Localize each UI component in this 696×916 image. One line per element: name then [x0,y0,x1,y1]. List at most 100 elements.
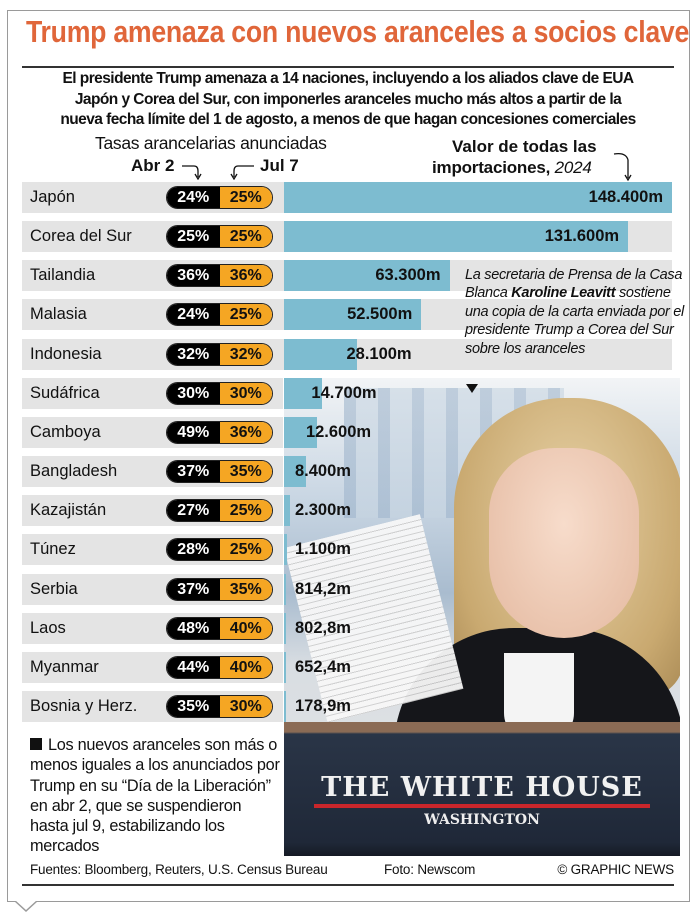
caption-text: La secretaria de Prensa de la Casa Blanc… [465,267,683,302]
tariff-rate-pill: 24% 25% [166,303,273,327]
import-value-bar [284,338,358,370]
country-label: Tailandia [30,266,96,285]
import-value-label: 12.600m [305,422,372,441]
note-text: Los nuevos aranceles son más o menos igu… [30,736,280,856]
arrow-down-icon [613,152,632,182]
country-label: Sudáfrica [30,383,100,402]
rate-jul7: 25% [219,226,272,248]
subtitle-line: El presidente Trump amenaza a 14 nacione… [62,70,634,87]
value-header-2: importaciones, 2024 [432,158,592,178]
tariff-rate-pill: 35% 30% [166,694,273,718]
arrow-down-icon [182,165,202,180]
rate-apr2: 37% [167,461,220,483]
import-value-bar [284,221,629,253]
rate-jul7: 25% [219,304,272,326]
photo-caption: La secretaria de Prensa de la Casa Blanc… [465,266,695,358]
tariff-rate-pill: 28% 25% [166,538,273,562]
rate-apr2: 30% [167,382,220,404]
podium-sign-sub: WASHINGTON [424,812,540,828]
country-label: Túnez [30,540,76,559]
country-label: Bangladesh [30,462,118,481]
rate-apr2: 44% [167,656,220,678]
footer-credit: © GRAPHIC NEWS [557,862,674,877]
import-value-label: 131.600m [544,227,620,246]
country-label: Indonesia [30,344,102,363]
subtitle-line: nueva fecha límite del 1 de agosto, a me… [60,111,636,128]
rate-jul7: 36% [219,265,272,287]
rate-jul7: 25% [219,187,272,208]
rate-jul7: 36% [219,421,272,443]
podium-sign: THE WHITE HOUSE [321,772,643,803]
photo-face [489,448,639,638]
tariff-rate-pill: 32% 32% [166,342,273,366]
import-value-label: 63.300m [375,266,441,285]
podium-red-line [314,804,650,808]
country-label: Corea del Sur [30,227,132,246]
import-value-bar [284,456,306,488]
tariff-rate-pill: 48% 40% [166,616,273,640]
rate-apr2: 32% [167,343,220,365]
apr-header: Abr 2 [131,156,175,175]
rates-header: Tasas arancelarias anunciadas [95,133,327,153]
rate-apr2: 49% [167,421,220,443]
tariff-rate-pill: 27% 25% [166,499,273,523]
import-value-bar [284,299,422,331]
rate-apr2: 36% [167,265,220,287]
value-header-year: 2024 [554,158,592,177]
import-value-bar [284,495,290,527]
rate-jul7: 40% [219,656,272,678]
rate-apr2: 28% [167,539,220,561]
rate-apr2: 25% [167,226,220,248]
photo-karoline-leavitt: THE WHITE HOUSE WASHINGTON [284,378,680,856]
rate-apr2: 27% [167,500,220,522]
import-value-bar [284,182,672,213]
arrow-down-icon [230,165,254,180]
country-label: Camboya [30,422,101,441]
import-value-label: 2.300m [295,501,351,520]
rate-jul7: 32% [219,343,272,365]
rate-apr2: 37% [167,578,220,600]
import-value-label: 148.400m [588,188,663,206]
note: Los nuevos aranceles son más o menos igu… [30,735,280,857]
podium [284,722,680,856]
import-value-label: 652,4m [295,657,351,676]
value-header: Valor de todas las [452,137,597,156]
tariff-rate-pill: 37% 35% [166,577,273,601]
rate-apr2: 24% [167,304,220,326]
import-value-label: 8.400m [295,462,351,481]
import-value-label: 52.500m [347,305,413,324]
tariff-rate-pill: 37% 35% [166,460,273,484]
rate-apr2: 24% [167,187,220,208]
caption-name: Karoline Leavitt [511,285,616,302]
country-label: Myanmar [30,657,99,676]
jul-header: Jul 7 [260,156,299,175]
import-value-bar [284,416,317,448]
import-value-bar [284,612,287,644]
tariff-rate-pill: 49% 36% [166,420,273,444]
import-value-label: 28.100m [346,344,412,363]
country-label: Laos [30,618,66,637]
rate-jul7: 25% [219,539,272,561]
import-value-bar [284,651,286,683]
footer-sources: Fuentes: Bloomberg, Reuters, U.S. Census… [30,862,328,877]
import-value-bar [284,260,450,292]
country-label: Bosnia y Herz. [30,696,138,715]
tariff-rate-pill: 36% 36% [166,264,273,288]
subtitle-line: Japón y Corea del Sur, con imponerles ar… [74,90,622,108]
import-value-bar [284,690,286,722]
footer-photo: Foto: Newscom [384,862,476,877]
import-value-label: 814,2m [295,579,351,598]
rate-apr2: 35% [167,695,220,717]
subtitle: El presidente Trump amenaza a 14 nacione… [22,69,674,131]
rate-apr2: 48% [167,617,220,639]
import-value-bar [284,534,287,566]
rate-jul7: 30% [219,695,272,717]
rate-jul7: 30% [219,382,272,404]
tariff-rate-pill: 24% 25% [166,186,273,209]
rate-jul7: 40% [219,617,272,639]
value-header-text: importaciones, [432,158,551,177]
title: Trump amenaza con nuevos aranceles a soc… [26,14,690,49]
footer-rule [22,884,674,886]
import-value-label: 1.100m [295,540,351,559]
frame-tail [14,900,38,912]
